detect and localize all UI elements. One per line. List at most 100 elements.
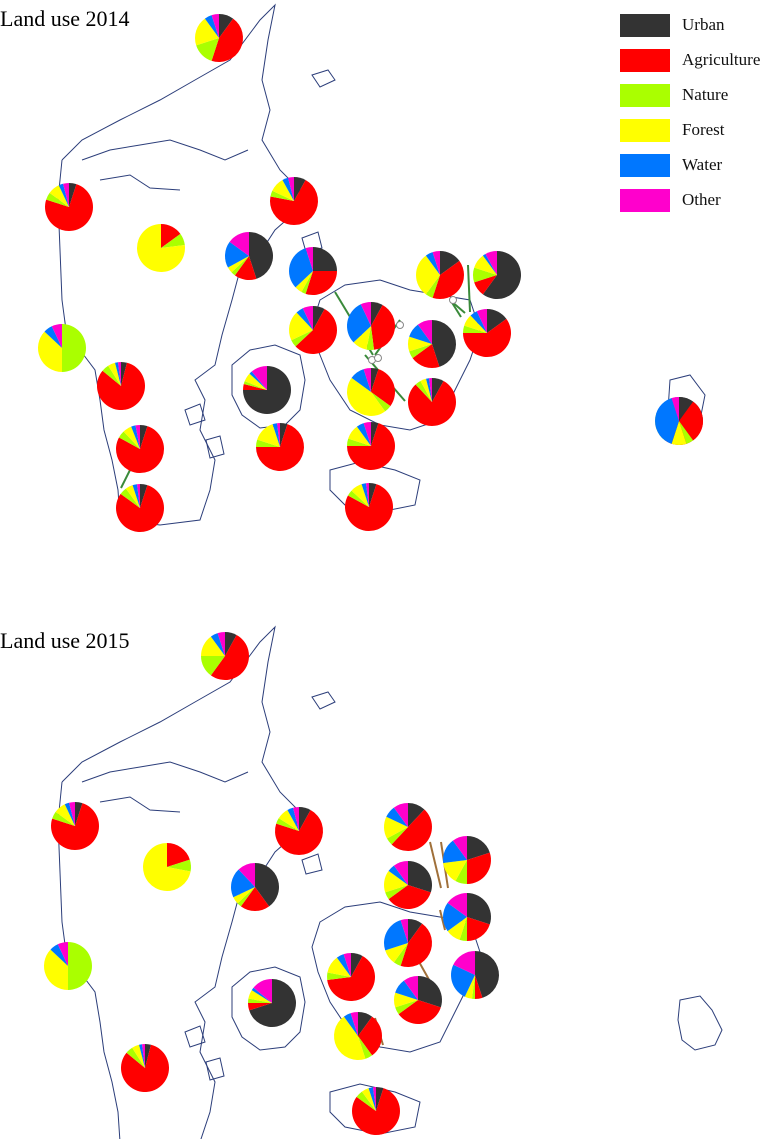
pie-slice-other	[350, 1012, 358, 1036]
pie-slice-water	[388, 865, 408, 885]
pie-slice-nature	[347, 438, 371, 446]
pie-slice-other	[63, 183, 69, 207]
pie-slice-urban	[432, 378, 444, 402]
pie-slice-nature	[409, 344, 432, 359]
pie-slice-urban	[482, 251, 521, 299]
pie-slice-forest	[464, 315, 487, 333]
pie-slice-urban	[679, 397, 694, 421]
pie-slice-forest	[394, 992, 418, 1008]
pie-slice-water	[204, 15, 219, 38]
leader-line	[120, 469, 131, 489]
pie-slice-water	[386, 807, 408, 827]
pie-slice-other	[447, 893, 467, 917]
pie-slice-water	[409, 324, 432, 344]
pie-slice-nature	[459, 917, 467, 941]
pie-odense	[248, 979, 296, 1027]
pie-slice-urban	[313, 306, 325, 330]
legend-swatch-forest	[620, 119, 670, 142]
pie-slice-nature	[237, 887, 255, 907]
pie-slice-other	[141, 1044, 145, 1068]
pie-slice-agriculture	[243, 384, 267, 390]
pie-slice-water	[351, 369, 371, 392]
pie-slice-other	[251, 366, 267, 390]
pie-slice-nature	[471, 975, 475, 999]
pie-slice-water	[64, 802, 75, 826]
pie-sams	[289, 247, 337, 295]
pie-slice-forest	[353, 326, 371, 350]
pie-vejle	[327, 953, 375, 1001]
pie-slice-water	[287, 807, 299, 831]
pie-slice-agriculture	[467, 852, 491, 884]
pie-slice-urban	[140, 425, 148, 449]
pie-vejle	[256, 423, 304, 471]
pie-slice-nature	[52, 811, 75, 826]
pie-slice-urban	[249, 979, 296, 1027]
pie-slice-other	[51, 324, 62, 348]
pie-charts-2014	[37, 14, 704, 533]
pie-slice-water	[225, 241, 249, 268]
pie-slice-urban	[369, 483, 377, 507]
pie-slice-nature	[126, 1047, 145, 1068]
pie-slagelse	[347, 422, 396, 471]
pie-slice-water	[470, 311, 487, 333]
pie-slice-water	[451, 964, 475, 997]
pie-slice-urban	[487, 309, 507, 333]
pie-slice-agriculture	[51, 803, 100, 850]
pie-slice-nature	[276, 818, 299, 831]
pie-slice-other	[229, 232, 249, 256]
pie-slice-forest	[671, 421, 687, 445]
pie-slice-water	[395, 980, 418, 1000]
pie-slice-other	[363, 422, 371, 446]
pie-slice-agriculture	[475, 975, 483, 999]
pie-slice-nature	[463, 325, 487, 333]
pie-slice-urban	[408, 861, 432, 893]
pie-slice-nature	[395, 1000, 418, 1015]
pie-skagen	[195, 14, 244, 63]
pie-kalundborg	[289, 306, 337, 354]
coastline-segment	[231, 344, 306, 429]
coastline-segment	[184, 1025, 206, 1048]
pie-holbaek	[384, 861, 432, 910]
pie-slice-water	[58, 183, 69, 207]
coastline-segment	[205, 1057, 225, 1081]
pie-slice-nature	[347, 490, 369, 507]
pie-slice-other	[400, 919, 408, 943]
pie-slice-forest	[420, 378, 432, 402]
pie-slice-forest	[408, 336, 432, 352]
pie-slice-forest	[278, 809, 299, 831]
pie-slice-nature	[256, 439, 280, 447]
pie-slice-urban	[313, 247, 337, 271]
pie-koege	[463, 309, 512, 357]
pie-slice-water	[347, 304, 371, 343]
pie-slice-agriculture	[97, 362, 146, 410]
pie-slice-agriculture	[275, 809, 324, 856]
pie-slice-forest	[201, 636, 225, 656]
pie-slice-urban	[351, 953, 363, 977]
coastline-segment	[301, 231, 323, 253]
coastline-segment	[311, 69, 336, 88]
panel-title-2014: Land use 2014	[0, 6, 130, 31]
coastline-segment	[57, 781, 121, 1139]
pie-slice-agriculture	[358, 1016, 383, 1056]
pie-slice-agriculture	[327, 955, 375, 1001]
coastline-segment	[301, 853, 323, 875]
pie-slice-urban	[299, 807, 311, 831]
pie-slice-urban	[467, 836, 490, 860]
pie-slice-forest	[361, 1088, 376, 1111]
pie-slice-nature	[201, 656, 225, 676]
pie-slice-water	[139, 1044, 145, 1068]
pie-helsinge	[416, 251, 465, 299]
leader-line	[429, 841, 442, 889]
pie-slice-other	[305, 247, 313, 271]
pie-slice-nature	[301, 271, 313, 294]
pie-slice-other	[485, 251, 497, 275]
pie-slice-forest	[384, 870, 408, 893]
coastline-segment	[311, 279, 481, 431]
pie-slice-urban	[358, 1012, 373, 1036]
pie-charts-2015	[43, 632, 500, 1135]
pie-slagelse	[394, 976, 443, 1025]
pie-slice-other	[428, 378, 432, 402]
pie-slice-agriculture	[120, 1044, 169, 1093]
pie-slice-forest	[464, 975, 475, 999]
